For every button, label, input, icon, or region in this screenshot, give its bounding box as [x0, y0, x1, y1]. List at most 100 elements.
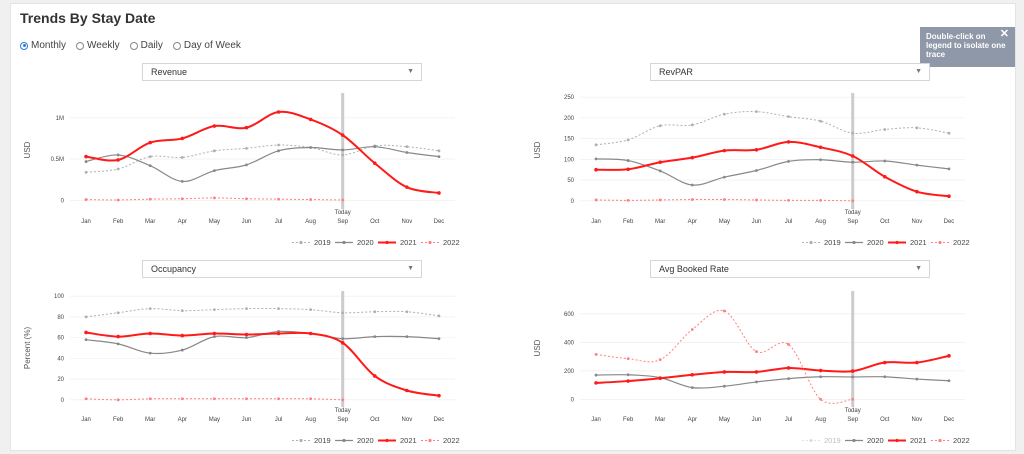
x-tick-label: Mar — [655, 219, 665, 225]
x-tick-label: Apr — [178, 219, 187, 225]
data-point-2022 — [594, 353, 598, 356]
legend-label-2019[interactable]: 2019 — [314, 238, 331, 247]
metric-select-revpar[interactable]: RevPAR ▼ — [650, 63, 930, 81]
data-point-2020 — [947, 379, 951, 383]
legend-label-2021[interactable]: 2021 — [910, 436, 927, 445]
x-tick-label: Oct — [880, 417, 890, 423]
data-point-2022 — [851, 397, 855, 401]
series-line-2021 — [85, 110, 440, 194]
radio-weekly[interactable]: Weekly — [76, 40, 120, 51]
x-tick-label: Jul — [785, 417, 793, 423]
y-tick-label: 0 — [61, 198, 65, 204]
x-tick-label: Jun — [242, 219, 252, 225]
data-point-2021 — [148, 140, 153, 145]
data-point-2021 — [882, 360, 887, 365]
legend-label-2020[interactable]: 2020 — [867, 238, 884, 247]
data-point-2020 — [755, 380, 758, 384]
y-tick-label: 150 — [564, 137, 575, 143]
x-tick-label: Jul — [275, 417, 283, 423]
metric-select-avg-booked-rate[interactable]: Avg Booked Rate ▼ — [650, 260, 930, 278]
x-tick-label: May — [719, 219, 730, 225]
data-point-2020 — [84, 160, 88, 163]
y-tick-label: 600 — [564, 312, 575, 318]
data-point-2021 — [947, 194, 951, 199]
data-point-2022 — [722, 309, 726, 313]
data-point-2022 — [180, 197, 184, 201]
revenue-chart: 0 0.5M 1M USD Today Jan Feb Mar Apr May Jun Jul Aug S… — [23, 93, 460, 247]
data-point-2020 — [851, 375, 855, 379]
today-label: Today — [335, 408, 351, 414]
data-point-2019 — [116, 167, 120, 171]
data-point-2019 — [309, 308, 313, 312]
data-point-2021 — [818, 145, 823, 150]
data-point-2019 — [755, 110, 758, 114]
tooltip-text: Double-click on legend to isolate one tr… — [926, 32, 1006, 59]
radio-monthly[interactable]: Monthly — [20, 40, 66, 51]
y-tick-label: 20 — [57, 377, 64, 383]
legend-label-2019[interactable]: 2019 — [824, 436, 841, 445]
data-point-2020 — [116, 153, 120, 157]
legend-label-2021[interactable]: 2021 — [910, 238, 927, 247]
legend-label-2022[interactable]: 2022 — [443, 436, 460, 445]
data-point-2020 — [437, 337, 441, 341]
metric-select-occupancy[interactable]: Occupancy ▼ — [142, 260, 422, 278]
data-point-2020 — [277, 149, 280, 153]
metric-select-value: Avg Booked Rate — [659, 264, 729, 274]
legend-label-2019[interactable]: 2019 — [824, 238, 841, 247]
legend-label-2020[interactable]: 2020 — [867, 436, 884, 445]
data-point-2020 — [437, 155, 441, 159]
metric-select-revenue[interactable]: Revenue ▼ — [142, 63, 422, 81]
data-point-2022 — [341, 198, 345, 202]
y-axis-label: USD — [533, 339, 542, 356]
legend-label-2019[interactable]: 2019 — [314, 436, 331, 445]
legend-label-2021[interactable]: 2021 — [400, 238, 417, 247]
data-point-2021 — [658, 160, 663, 165]
x-tick-label: Apr — [178, 417, 187, 423]
data-point-2020 — [245, 336, 248, 340]
today-label: Today — [845, 408, 861, 414]
legend-marker-2021 — [385, 240, 389, 245]
revpar-chart: 0 50 100 150 200 250 USD Today Jan Feb Mar Apr May Ju… — [533, 93, 970, 247]
legend-marker-2021 — [895, 438, 899, 443]
legend-label-2022[interactable]: 2022 — [443, 238, 460, 247]
data-point-2020 — [148, 351, 152, 355]
x-tick-label: Sep — [847, 219, 858, 225]
close-icon[interactable]: ✕ — [999, 28, 1009, 40]
data-point-2019 — [405, 145, 409, 149]
legend-label-2020[interactable]: 2020 — [357, 436, 374, 445]
legend-label-2022[interactable]: 2022 — [953, 238, 970, 247]
x-tick-label: Aug — [305, 417, 316, 423]
today-label: Today — [845, 210, 861, 216]
legend-marker-2019 — [299, 240, 303, 245]
data-point-2021 — [594, 381, 598, 385]
radio-selected-icon — [20, 41, 28, 50]
radio-day-of-week[interactable]: Day of Week — [172, 40, 241, 51]
x-tick-label: Aug — [305, 219, 316, 225]
data-point-2020 — [626, 373, 630, 377]
avg-booked-rate-chart: 0 200 400 600 USD Today Jan Feb Mar Apr May Jun Jul A… — [533, 291, 970, 445]
legend-label-2022[interactable]: 2022 — [953, 436, 970, 445]
data-point-2022 — [658, 198, 662, 202]
data-point-2021 — [690, 372, 695, 377]
data-point-2019 — [341, 153, 345, 157]
data-point-2020 — [883, 375, 887, 379]
data-point-2019 — [437, 149, 441, 153]
radio-daily[interactable]: Daily — [129, 40, 163, 51]
data-point-2022 — [116, 398, 120, 402]
x-tick-label: Jan — [591, 417, 601, 423]
data-point-2022 — [245, 197, 248, 201]
data-point-2021 — [244, 332, 249, 337]
x-tick-label: Jun — [752, 417, 762, 423]
data-point-2021 — [276, 110, 281, 114]
data-point-2021 — [754, 370, 759, 374]
legend-marker-2022 — [938, 438, 942, 443]
legend-label-2021[interactable]: 2021 — [400, 436, 417, 445]
data-point-2019 — [690, 123, 694, 127]
series-line-2020 — [596, 374, 949, 389]
data-point-2022 — [309, 198, 313, 201]
data-point-2022 — [212, 196, 216, 200]
legend-label-2020[interactable]: 2020 — [357, 238, 374, 247]
data-point-2022 — [277, 397, 280, 401]
y-tick-label: 0.5M — [51, 157, 64, 163]
y-tick-label: 200 — [564, 116, 575, 122]
